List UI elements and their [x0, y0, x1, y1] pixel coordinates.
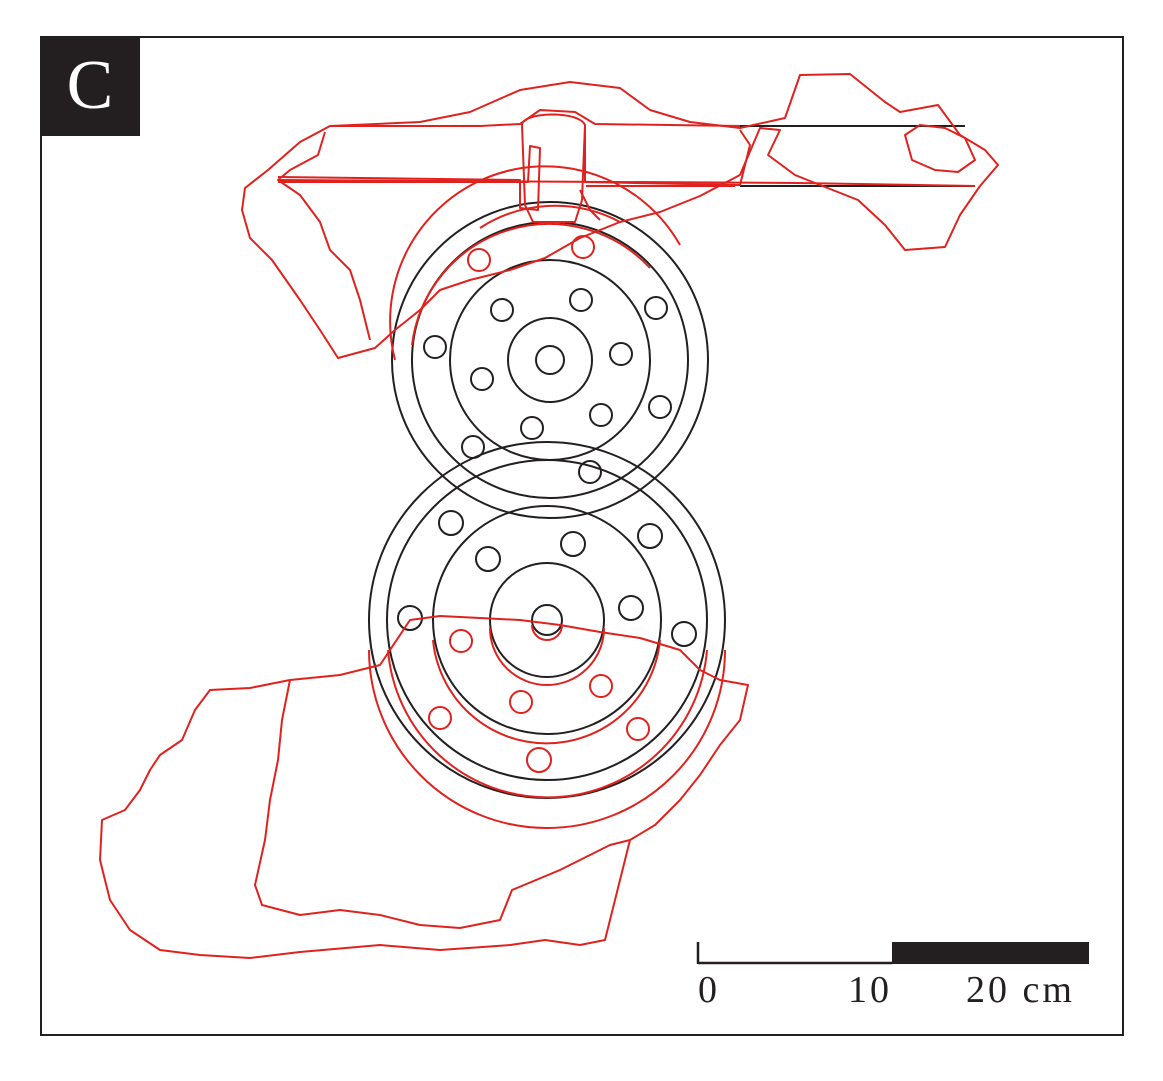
- upper-disc-hub: [507, 317, 593, 403]
- hole: [648, 395, 672, 419]
- hole: [637, 523, 663, 549]
- hole: [609, 342, 633, 366]
- lower-fragment-break: [254, 679, 631, 929]
- scale-label-10: 10: [848, 969, 892, 1011]
- hole: [618, 595, 644, 621]
- lower-disc-hub: [489, 562, 605, 678]
- red-hole: [626, 717, 650, 741]
- hole: [475, 546, 501, 572]
- lower-disc-red-arc-outer: [368, 649, 726, 829]
- upper-disc-red-arc-outer: [389, 165, 681, 361]
- hole: [560, 531, 586, 557]
- red-hole: [571, 235, 595, 259]
- red-hole: [589, 674, 613, 698]
- hole: [644, 296, 668, 320]
- upper-disc-middle-ring: [449, 259, 651, 461]
- upper-disc-red-arc-inner: [411, 223, 651, 346]
- upper-fragment-outline: [241, 73, 999, 359]
- scale-bar: 0 10 20 cm: [696, 942, 1089, 1011]
- stone-fragments: [99, 73, 999, 959]
- red-hole: [428, 706, 452, 730]
- scale-label-0: 0: [698, 969, 720, 1011]
- upper-disc-red-arc-stem: [479, 204, 621, 229]
- upper-fragment-break: [277, 109, 751, 341]
- hole: [470, 367, 494, 391]
- lower-disc-red-arc-inner: [387, 649, 708, 799]
- hole: [423, 335, 447, 359]
- lower-disc-red-center: [531, 624, 563, 641]
- hole: [569, 288, 593, 312]
- red-hole: [509, 690, 533, 714]
- hole: [520, 416, 544, 440]
- red-hole: [526, 747, 552, 773]
- hole: [490, 298, 514, 322]
- hole: [671, 621, 697, 647]
- hole: [589, 403, 613, 427]
- red-hole: [449, 629, 473, 653]
- lower-disc-holes: [397, 510, 697, 647]
- upper-disc-holes: [423, 288, 672, 484]
- panel-label: C: [40, 36, 140, 136]
- scale-bar-filled-segment: [892, 942, 1089, 964]
- lower-disc-red-arc-middle: [432, 639, 661, 745]
- reconstructed-carving: [368, 125, 975, 799]
- upper-disc-center: [535, 345, 565, 375]
- lower-disc-middle-ring: [432, 505, 662, 735]
- crossbar-red-lower: [277, 179, 976, 187]
- hole: [578, 460, 602, 484]
- red-hole: [467, 248, 491, 272]
- lower-disc-red-arc-hub: [489, 627, 605, 686]
- right-fragment-inner: [904, 124, 976, 173]
- lower-fragment-outline: [99, 615, 749, 959]
- upper-disc-outer-ring: [391, 201, 709, 519]
- scale-label-20cm: 20 cm: [966, 969, 1075, 1011]
- crossbar-stem: [521, 113, 586, 223]
- lower-disc-center: [531, 604, 563, 636]
- hole: [438, 510, 464, 536]
- lower-disc-inner-ring: [386, 459, 708, 781]
